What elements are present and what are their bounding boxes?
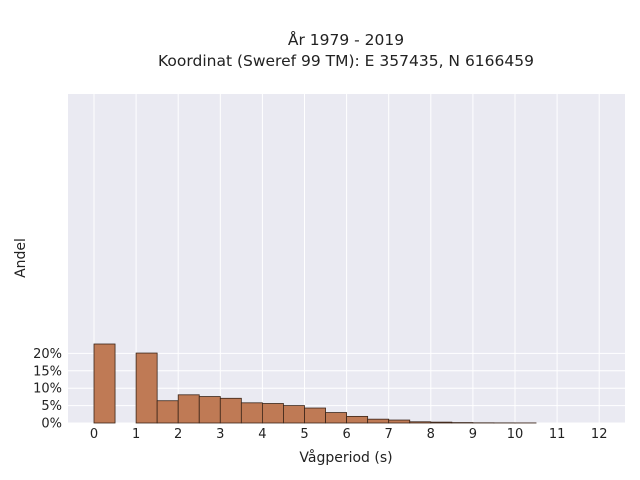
histogram-bar	[430, 421, 453, 424]
x-axis-label: Vågperiod (s)	[299, 449, 392, 466]
histogram-bar	[240, 402, 263, 424]
x-tick-label: 7	[385, 427, 393, 442]
histogram-bar	[135, 352, 158, 424]
histogram-bar	[156, 400, 179, 424]
y-tick-label: 0%	[41, 417, 62, 432]
x-tick-label: 3	[216, 427, 224, 442]
histogram-bar	[177, 394, 200, 424]
y-tick-label: 15%	[33, 364, 62, 379]
chart-title: År 1979 - 2019	[288, 30, 404, 49]
bars	[93, 343, 537, 424]
histogram-bar	[367, 418, 390, 424]
x-tick-label: 2	[174, 427, 182, 442]
x-tick-label: 9	[469, 427, 477, 442]
x-tick-label: 8	[427, 427, 435, 442]
x-tick-label: 1	[132, 427, 140, 442]
y-tick-label: 5%	[41, 399, 62, 414]
histogram-bar	[198, 396, 221, 424]
x-tick-label: 4	[258, 427, 266, 442]
y-tick-label: 10%	[33, 382, 62, 397]
histogram-bar	[283, 405, 305, 424]
histogram-bar	[409, 421, 432, 424]
histogram-bar	[219, 397, 242, 424]
chart-subtitle: Koordinat (Sweref 99 TM): E 357435, N 61…	[158, 52, 534, 70]
y-axis-ticks: 0% 5% 10% 15% 20%	[33, 347, 62, 432]
x-tick-label: 11	[549, 427, 566, 442]
x-tick-label: 5	[300, 427, 308, 442]
y-tick-label: 20%	[33, 347, 62, 362]
histogram-bar	[325, 412, 347, 424]
x-axis-ticks: 0 1 2 3 4 5 6 7 8 9 10 11 12	[90, 427, 608, 442]
histogram-bar	[304, 407, 326, 424]
histogram-bar	[346, 415, 369, 424]
y-axis-label: Andel	[13, 238, 29, 278]
histogram-bar	[388, 419, 411, 424]
x-tick-label: 12	[591, 427, 608, 442]
histogram-bar	[261, 403, 284, 424]
x-tick-label: 0	[90, 427, 98, 442]
x-tick-label: 10	[507, 427, 524, 442]
histogram-bar	[93, 343, 116, 424]
x-tick-label: 6	[342, 427, 350, 442]
